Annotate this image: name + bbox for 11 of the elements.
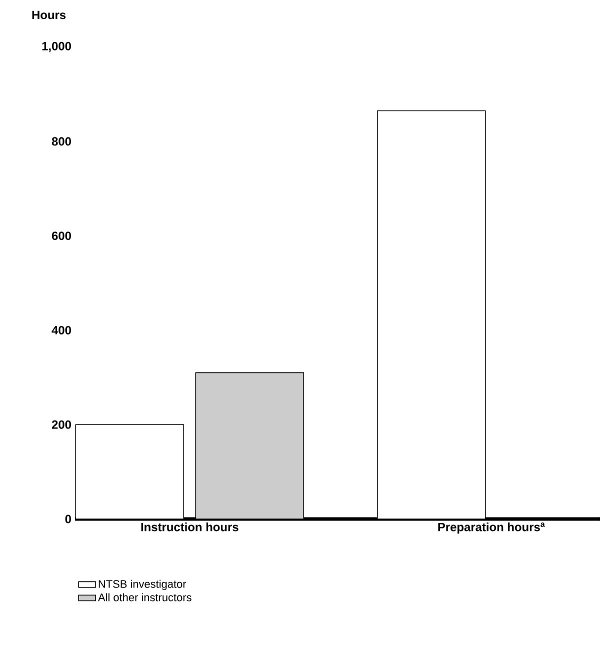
y-tick-label: 400 xyxy=(52,326,72,334)
y-tick-label: 0 xyxy=(65,514,72,524)
y-tick-label: 1,000 xyxy=(42,42,72,52)
legend-label: NTSB investigator xyxy=(99,580,186,590)
x-tick-label: Instruction hours xyxy=(141,522,238,532)
y-axis-title: Hours xyxy=(32,10,66,20)
x-tick-label: Preparation hours$^{a}$ xyxy=(438,522,546,534)
y-tick-label: 200 xyxy=(52,420,72,429)
legend-label: All other instructors xyxy=(98,593,192,602)
y-tick-label: 600 xyxy=(52,232,72,240)
y-tick-label: 800 xyxy=(52,137,72,146)
